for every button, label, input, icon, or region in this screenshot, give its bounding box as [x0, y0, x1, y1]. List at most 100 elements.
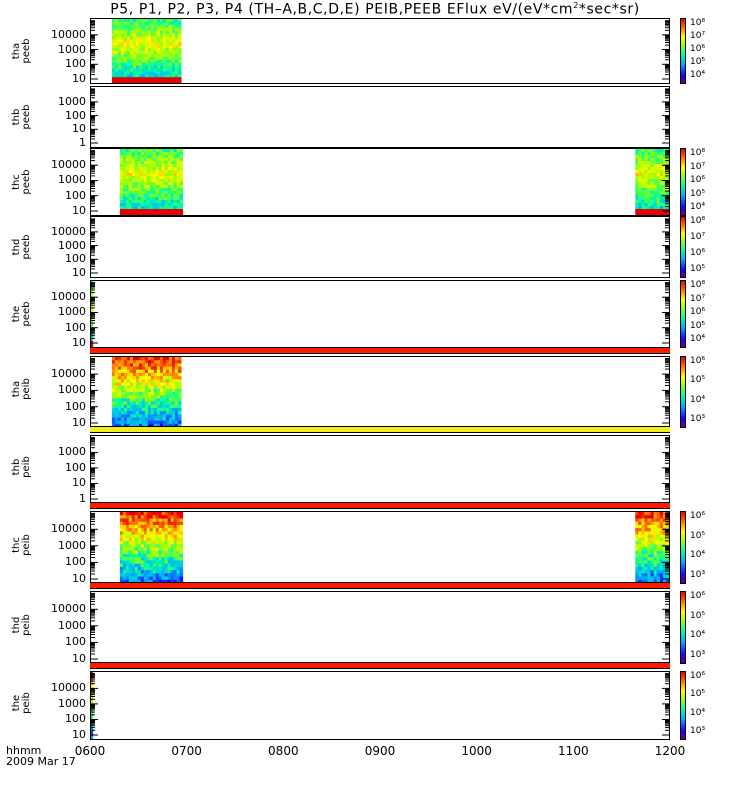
panel-thc-peeb-colorbar-tick-label: 10⁶: [690, 175, 706, 185]
panel-thc-peeb-colorbar-tick-label: 10⁴: [690, 202, 706, 212]
panel-the-peeb: [90, 280, 670, 348]
panel-thc-peeb-colorbar: [680, 148, 686, 216]
panel-thb-peeb-ytick-label: 1: [79, 136, 86, 149]
x-tick-label: 0600: [74, 744, 106, 758]
panel-tha-peib-ylabel: tha peib: [11, 362, 32, 416]
panel-tha-peib-data-block-0: [111, 357, 182, 427]
panel-thd-peib-colorbar-tick-label: 10⁴: [690, 630, 706, 641]
panel-thb-peeb-tick-marks: [91, 88, 669, 144]
panel-the-peib-colorbar-tick-label: 10⁵: [690, 689, 706, 700]
panel-thb-peeb-ytick-label: 100: [65, 108, 86, 122]
panel-the-peeb-ytick-label: 10000: [51, 290, 86, 304]
panel-the-peib-tick-marks: [91, 673, 669, 736]
panel-thd-peeb-colorbar-tick-label: 10⁷: [690, 232, 706, 242]
panel-tha-peeb-ylabel: tha peeb: [11, 24, 32, 78]
panel-thc-peib-data-block-1: [635, 512, 669, 583]
panel-tha-peib-spectrogram: [91, 357, 669, 427]
panel-thb-peeb-ytick-label: 10: [72, 122, 86, 136]
panel-thb-peib-ytick-label: 100: [65, 460, 86, 474]
panel-the-peeb-colorbar-tick-label: 10⁴: [690, 334, 706, 344]
panel-the-peeb-ytick-label: 1000: [58, 305, 86, 319]
panel-thc-peib-ytick-label: 10: [72, 572, 86, 585]
panel-the-peib-data-strip: [90, 662, 670, 669]
panel-tha-peeb-colorbar: [680, 18, 686, 84]
panel-thc-peib-data-strip: [90, 502, 670, 509]
panel-tha-peib-colorbar: [680, 356, 686, 428]
panel-tha-peeb-ytick-label: 10000: [51, 27, 86, 41]
panel-thc-peib-colorbar: [680, 511, 686, 584]
panel-thc-peeb-ytick-label: 1000: [58, 173, 86, 187]
panel-thd-peib-ytick-label: 10: [72, 652, 86, 665]
panel-the-peeb-colorbar-tick-label: 10⁸: [690, 280, 706, 290]
panel-tha-peeb-colorbar-tick-label: 10⁴: [690, 70, 706, 80]
panel-the-peeb-colorbar-tick-label: 10⁷: [690, 293, 706, 304]
panel-thd-peeb-ytick-label: 10: [72, 266, 86, 279]
panel-thc-peib-ylabel: thc peib: [11, 518, 32, 572]
panel-thd-peeb-colorbar-tick-label: 10⁵: [690, 264, 706, 274]
panel-thc-peib-ytick-label: 10000: [51, 522, 86, 536]
panel-tha-peib-colorbar-tick-label: 10⁶: [690, 356, 706, 366]
panel-thb-peib-spectrogram: [91, 437, 669, 500]
panel-thd-peib-ylabel-product: peib: [21, 613, 32, 636]
panel-tha-peeb-ytick-label: 100: [65, 57, 86, 71]
panel-thc-peeb-ylabel-product: peeb: [21, 169, 32, 195]
panel-the-peib-colorbar-tick-label: 10⁶: [690, 671, 706, 681]
panel-the-peeb-colorbar-tick-label: 10⁵: [690, 320, 706, 331]
title-text-end: *sec*sr): [578, 1, 640, 18]
panel-thd-peib-ytick-label: 100: [65, 635, 86, 649]
panel-tha-peeb-colorbar-tick-label: 10⁸: [690, 18, 706, 28]
panel-tha-peeb-ytick-label: 1000: [58, 42, 86, 56]
x-tick-label: 0900: [364, 744, 396, 758]
panel-thb-peib-ytick-label: 10: [72, 476, 86, 490]
panel-the-peeb-ylabel: the peeb: [11, 287, 32, 341]
panel-thc-peeb-ylabel: thc peeb: [11, 155, 32, 209]
panel-the-peib: [90, 671, 670, 740]
panel-the-peib-colorbar-tick-label: 10³: [690, 726, 706, 736]
panel-thc-peib-colorbar-tick-label: 10⁶: [690, 511, 706, 521]
panel-tha-peib: [90, 356, 670, 428]
panel-thd-peeb-ytick-label: 100: [65, 252, 86, 266]
panel-tha-peib-tick-marks: [91, 358, 669, 424]
panel-thc-peeb-spectrogram: [91, 149, 669, 215]
panel-the-peib-colorbar-tick-label: 10⁴: [690, 707, 706, 718]
panel-thb-peeb-spectrogram: [91, 88, 669, 144]
panel-thd-peib-colorbar: [680, 591, 686, 664]
panel-the-peib-ytick-label: 100: [65, 712, 86, 726]
panel-thd-peib: [90, 591, 670, 664]
panel-thc-peeb: [90, 148, 670, 216]
panel-thc-peib-data-block-0: [119, 512, 184, 583]
panel-thc-peeb-colorbar-tick-label: 10⁷: [690, 161, 706, 172]
panel-tha-peeb-colorbar-tick-label: 10⁶: [690, 44, 706, 54]
panel-thc-peib-colorbar-tick-label: 10³: [690, 570, 706, 580]
date-label: 2009 Mar 17: [6, 755, 76, 768]
panel-the-peeb-ytick-label: 10: [72, 336, 86, 349]
panel-thb-peeb-ylabel-product: peeb: [21, 104, 32, 130]
panel-thb-peeb-ytick-label: 1000: [58, 94, 86, 108]
panel-thd-peeb: [90, 216, 670, 278]
panel-thc-peeb-colorbar-tick-label: 10⁸: [690, 148, 706, 158]
panel-thd-peeb-ytick-label: 10000: [51, 224, 86, 238]
panel-thb-peib: [90, 435, 670, 504]
panel-thc-peeb-data-block-1: [635, 149, 669, 215]
panel-the-peeb-colorbar-tick-label: 10⁶: [690, 307, 706, 317]
panel-tha-peib-colorbar-tick-label: 10⁵: [690, 375, 706, 386]
panel-thc-peib-colorbar-tick-label: 10⁵: [690, 530, 706, 541]
panel-thc-peib-ytick-label: 100: [65, 555, 86, 569]
x-tick-label: 0700: [171, 744, 202, 758]
panel-thd-peeb-colorbar-tick-label: 10⁶: [690, 248, 706, 258]
panel-tha-peib-data-strip: [90, 347, 670, 354]
panel-thd-peib-colorbar-tick-label: 10⁶: [690, 591, 706, 601]
panel-thd-peeb-ytick-label: 1000: [58, 238, 86, 252]
x-tick-label: 1000: [461, 744, 492, 758]
panel-thc-peib-spectrogram: [91, 512, 669, 583]
panel-thc-peeb-ytick-label: 10000: [51, 158, 86, 172]
hhmm-label: hhmm: [6, 744, 42, 757]
panel-thb-peeb-ylabel: thb peeb: [11, 90, 32, 144]
panel-the-peib-ytick-label: 10: [72, 728, 86, 741]
panel-thd-peib-ytick-label: 10000: [51, 602, 86, 616]
panel-tha-peib-colorbar-tick-label: 10⁴: [690, 394, 706, 405]
panel-thd-peib-spectrogram: [91, 592, 669, 660]
panel-thb-peib-tick-marks: [91, 437, 669, 500]
title-text: P5, P1, P2, P3, P4 (TH–A,B,C,D,E) PEIB,P…: [110, 1, 574, 18]
panel-tha-peeb-ytick-label: 10: [72, 72, 86, 85]
